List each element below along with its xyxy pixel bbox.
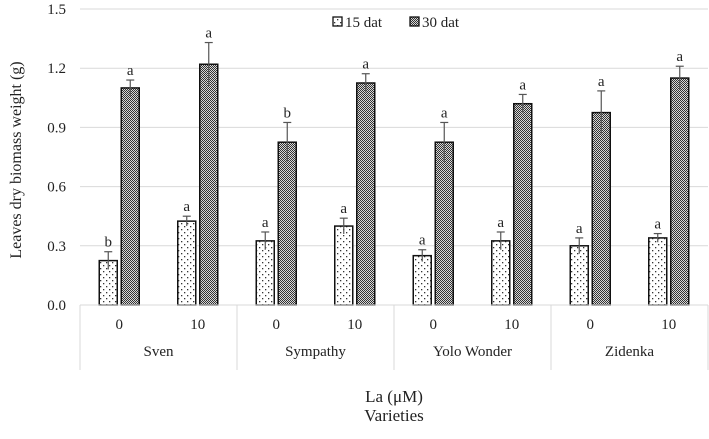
significance-letter: a xyxy=(183,199,190,215)
group-label: Sympathy xyxy=(285,344,346,360)
significance-letter: a xyxy=(497,215,504,231)
significance-letter: a xyxy=(127,63,134,79)
y-tick-label: 0.6 xyxy=(47,180,66,196)
bar-30-dat xyxy=(513,102,533,306)
bar-15-dat xyxy=(255,240,275,306)
gridlines xyxy=(80,8,708,247)
y-tick-label: 0.3 xyxy=(47,239,66,255)
bar-15-dat xyxy=(334,225,354,306)
legend-swatch xyxy=(409,16,420,27)
group-label: Zidenka xyxy=(605,344,654,360)
bar-15-dat xyxy=(648,237,668,306)
bar-30-dat xyxy=(120,87,140,306)
bar-15-dat xyxy=(412,254,432,306)
category-label: 0 xyxy=(587,317,595,333)
bar-30-dat xyxy=(199,63,219,306)
significance-letter: b xyxy=(284,105,292,121)
group-label: Sven xyxy=(144,344,175,360)
bars: b a a a a b a a a a a a a a a a xyxy=(98,26,690,306)
significance-letter: a xyxy=(441,105,448,121)
bar-15-dat xyxy=(491,240,511,306)
category-label: 0 xyxy=(273,317,281,333)
legend-label: 15 dat xyxy=(345,15,383,31)
bar-30-dat xyxy=(356,82,376,306)
significance-letter: a xyxy=(519,77,526,93)
category-label: 0 xyxy=(116,317,124,333)
bar-15-dat xyxy=(177,220,197,306)
significance-letter: a xyxy=(205,26,212,42)
significance-letter: a xyxy=(262,215,269,231)
category-label: 10 xyxy=(347,317,362,333)
significance-letter: b xyxy=(105,235,113,251)
y-tick-label: 0.9 xyxy=(47,120,66,136)
y-tick-label: 1.2 xyxy=(47,61,66,77)
significance-letter: a xyxy=(654,217,661,233)
bar-30-dat xyxy=(434,141,454,306)
x-axis-label-varieties: Varieties xyxy=(364,406,423,425)
y-axis-ticks: 0.0 0.3 0.6 0.9 1.2 1.5 xyxy=(47,2,66,314)
category-label: 10 xyxy=(661,317,676,333)
bar-30-dat xyxy=(591,111,611,306)
y-tick-label: 1.5 xyxy=(47,2,66,18)
legend-label: 30 dat xyxy=(422,15,460,31)
x-axis-label-la: La (μM) xyxy=(365,387,423,406)
significance-letter: a xyxy=(419,233,426,249)
y-axis-label: Leaves dry biomass weight (g) xyxy=(8,61,25,258)
legend-swatch xyxy=(332,16,343,27)
category-label: 10 xyxy=(190,317,205,333)
significance-letter: a xyxy=(362,57,369,73)
category-label: 0 xyxy=(430,317,438,333)
significance-letter: a xyxy=(576,221,583,237)
significance-letter: a xyxy=(676,49,683,65)
group-label: Yolo Wonder xyxy=(433,344,512,360)
legend: 15 dat 30 dat xyxy=(332,15,460,31)
category-label: 10 xyxy=(504,317,519,333)
bar-30-dat xyxy=(670,77,690,306)
bar-15-dat xyxy=(569,245,589,306)
bar-30-dat xyxy=(277,141,297,306)
significance-letter: a xyxy=(340,201,347,217)
significance-letter: a xyxy=(598,74,605,90)
x-axis: Sven Sympathy Yolo Wonder Zidenka 0 10 0 10 0 10 0… xyxy=(79,304,709,370)
y-tick-label: 0.0 xyxy=(47,298,66,314)
